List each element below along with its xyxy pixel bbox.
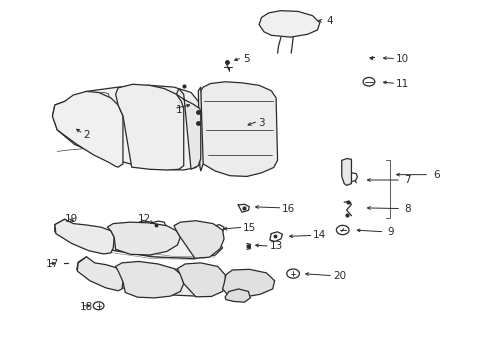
Polygon shape <box>259 11 319 37</box>
Polygon shape <box>177 263 225 297</box>
Text: 11: 11 <box>395 78 408 89</box>
Polygon shape <box>77 257 224 296</box>
Polygon shape <box>55 219 222 258</box>
Text: 10: 10 <box>395 54 408 64</box>
Polygon shape <box>116 261 183 298</box>
Text: 6: 6 <box>432 170 439 180</box>
Text: 16: 16 <box>281 203 294 213</box>
Polygon shape <box>224 289 250 302</box>
Polygon shape <box>55 219 114 254</box>
Polygon shape <box>198 87 203 171</box>
Text: 12: 12 <box>138 214 151 224</box>
Text: 4: 4 <box>325 16 332 26</box>
Text: 1: 1 <box>175 105 182 115</box>
Polygon shape <box>52 85 201 170</box>
Polygon shape <box>341 158 351 185</box>
Text: 9: 9 <box>386 227 393 237</box>
Polygon shape <box>198 82 277 176</box>
Polygon shape <box>116 84 183 170</box>
Text: 3: 3 <box>258 118 264 128</box>
Polygon shape <box>176 89 201 169</box>
Polygon shape <box>107 222 180 255</box>
Text: 2: 2 <box>83 130 90 140</box>
Text: 20: 20 <box>332 271 345 282</box>
Text: 8: 8 <box>403 203 410 213</box>
Text: 17: 17 <box>46 259 59 269</box>
Polygon shape <box>77 257 122 291</box>
Text: 14: 14 <box>313 230 326 240</box>
Polygon shape <box>174 221 224 258</box>
Polygon shape <box>222 269 274 297</box>
Text: 7: 7 <box>403 175 410 185</box>
Polygon shape <box>52 91 122 167</box>
Text: 13: 13 <box>269 241 282 251</box>
Text: 19: 19 <box>65 214 79 224</box>
Text: 5: 5 <box>243 54 250 64</box>
Text: 15: 15 <box>242 223 255 233</box>
Text: 18: 18 <box>80 302 93 312</box>
